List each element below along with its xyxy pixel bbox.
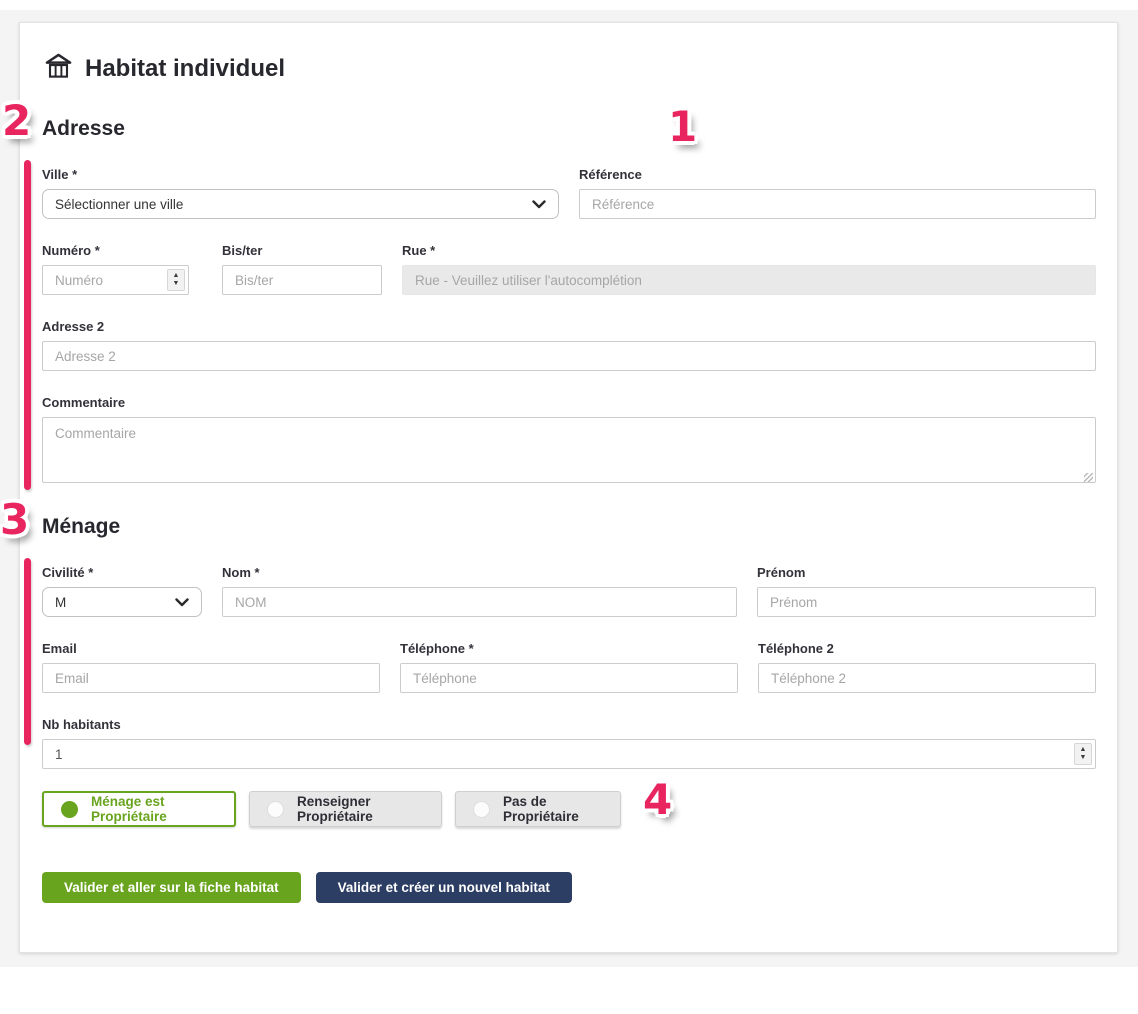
row-nb-habitants: Nb habitants ▲▼	[42, 717, 1096, 769]
reference-field: Référence	[579, 167, 1096, 219]
adresse2-field: Adresse 2	[42, 319, 1096, 371]
telephone-label: Téléphone *	[400, 641, 474, 656]
option-label: Pas de Propriétaire	[503, 794, 579, 824]
row-civilite-nom-prenom: Civilité * M Nom * Prénom	[42, 565, 1096, 617]
validate-go-habitat-button[interactable]: Valider et aller sur la fiche habitat	[42, 872, 301, 903]
option-label: Ménage est Propriétaire	[91, 794, 167, 824]
prenom-field: Prénom	[757, 565, 1096, 617]
commentaire-field: Commentaire	[42, 395, 1096, 488]
annotation-number-2: 2	[2, 96, 32, 145]
reference-label: Référence	[579, 167, 642, 182]
telephone2-input[interactable]	[758, 663, 1096, 693]
radio-unselected-icon	[473, 800, 490, 818]
civilite-select[interactable]: M	[42, 587, 202, 617]
bister-field: Bis/ter	[222, 243, 382, 295]
habitat-form-card: Habitat individuel Adresse Ville * Sélec…	[19, 22, 1118, 953]
ville-select-value: Sélectionner une ville	[55, 196, 184, 212]
nb-habitants-field: Nb habitants ▲▼	[42, 717, 1096, 769]
rue-field: Rue *	[402, 243, 1096, 295]
rue-label: Rue *	[402, 243, 436, 258]
row-numero-bister-rue: Numéro * ▲▼ Bis/ter Rue *	[42, 243, 1096, 295]
ville-label: Ville *	[42, 167, 78, 182]
row-email-telephones: Email Téléphone * Téléphone 2	[42, 641, 1096, 693]
adresse2-input[interactable]	[42, 341, 1096, 371]
bister-label: Bis/ter	[222, 243, 263, 258]
number-spinner-icon[interactable]: ▲ ▼	[1074, 743, 1092, 765]
email-field: Email	[42, 641, 380, 693]
nom-label: Nom *	[222, 565, 260, 580]
owner-options-group: Ménage est Propriétaire Renseigner Propr…	[42, 791, 1096, 827]
radio-selected-icon	[61, 800, 78, 818]
rue-input	[402, 265, 1096, 295]
nom-input[interactable]	[222, 587, 737, 617]
resize-handle-icon[interactable]	[1084, 473, 1093, 482]
civilite-label: Civilité *	[42, 565, 94, 580]
numero-input[interactable]	[42, 265, 189, 295]
row-ville-reference: Ville * Sélectionner une ville Référence	[42, 167, 1096, 219]
building-icon	[45, 53, 72, 85]
telephone-field: Téléphone *	[400, 641, 738, 693]
email-input[interactable]	[42, 663, 380, 693]
prenom-label: Prénom	[757, 565, 806, 580]
telephone2-field: Téléphone 2	[758, 641, 1096, 693]
chevron-down-icon	[532, 199, 546, 208]
row-commentaire: Commentaire	[42, 395, 1096, 488]
card-header: Habitat individuel	[45, 53, 1096, 85]
nb-habitants-label: Nb habitants	[42, 717, 121, 732]
section-heading-menage: Ménage	[42, 515, 121, 538]
numero-label: Numéro *	[42, 243, 100, 258]
telephone2-label: Téléphone 2	[758, 641, 834, 656]
bister-input[interactable]	[222, 265, 382, 295]
chevron-down-icon	[175, 597, 189, 606]
adresse2-label: Adresse 2	[42, 319, 105, 334]
radio-unselected-icon	[267, 800, 284, 818]
reference-input[interactable]	[579, 189, 1096, 219]
annotation-number-1: 1	[668, 102, 698, 151]
telephone-input[interactable]	[400, 663, 738, 693]
option-pas-de-proprietaire[interactable]: Pas de Propriétaire	[455, 791, 621, 827]
annotation-line-menage	[24, 558, 31, 745]
validate-create-new-button[interactable]: Valider et créer un nouvel habitat	[315, 872, 572, 903]
annotation-number-3: 3	[0, 495, 30, 544]
commentaire-label: Commentaire	[42, 395, 126, 410]
prenom-input[interactable]	[757, 587, 1096, 617]
ville-select[interactable]: Sélectionner une ville	[42, 189, 559, 219]
nb-habitants-input[interactable]	[42, 739, 1096, 769]
ville-field: Ville * Sélectionner une ville	[42, 167, 559, 219]
option-label: Renseigner Propriétaire	[297, 794, 373, 824]
form-actions: Valider et aller sur la fiche habitat Va…	[42, 872, 1096, 903]
annotation-number-4: 4	[643, 775, 673, 824]
commentaire-textarea[interactable]	[42, 417, 1096, 483]
civilite-field: Civilité * M	[42, 565, 202, 617]
section-heading-adresse: Adresse	[42, 117, 125, 140]
number-spinner-icon[interactable]: ▲ ▼	[167, 269, 185, 291]
option-renseigner-proprietaire[interactable]: Renseigner Propriétaire	[249, 791, 442, 827]
civilite-select-value: M	[55, 594, 67, 610]
annotation-line-adresse	[24, 160, 31, 490]
option-menage-est-proprietaire[interactable]: Ménage est Propriétaire	[42, 791, 236, 827]
numero-field: Numéro * ▲▼	[42, 243, 202, 295]
row-adresse2: Adresse 2	[42, 319, 1096, 371]
page-title: Habitat individuel	[85, 55, 286, 82]
email-label: Email	[42, 641, 77, 656]
nom-field: Nom *	[222, 565, 737, 617]
